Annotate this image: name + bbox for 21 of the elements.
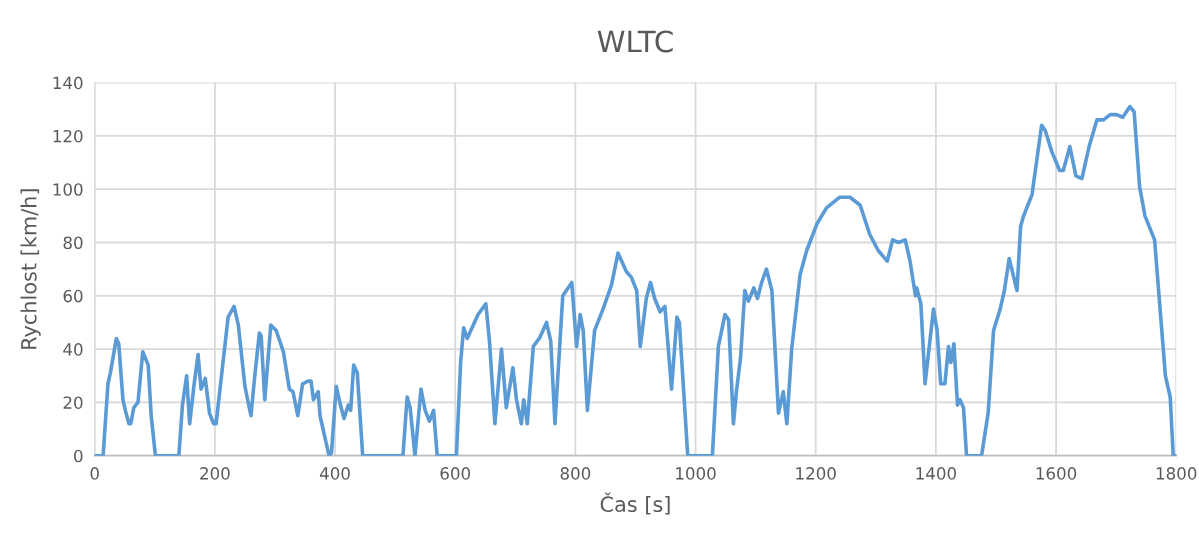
x-tick-label: 1200 (796, 467, 836, 480)
x-tick-label: 1800 (1156, 467, 1197, 480)
x-axis-title: Čas [s] (600, 492, 670, 515)
x-tick-label: 1400 (916, 467, 956, 480)
y-tick-label: 80 (63, 236, 83, 250)
y-tick-label: 20 (63, 396, 83, 409)
x-tick-label: 800 (560, 467, 591, 480)
y-axis-title: Rychlost [km/h] (20, 189, 41, 349)
x-tick-label: 200 (200, 467, 230, 480)
x-tick-label: 400 (319, 467, 350, 480)
x-tick-label: 1600 (1036, 467, 1077, 480)
x-tick-label: 0 (90, 467, 99, 480)
x-tick-label: 1000 (676, 467, 716, 480)
chart-title: WLTC (597, 30, 673, 53)
x-tick-label: 600 (440, 467, 471, 480)
y-tick-label: 120 (53, 129, 83, 143)
y-tick-label: 0 (74, 449, 83, 463)
y-tick-label: 60 (63, 289, 83, 303)
y-tick-label: 140 (53, 76, 83, 90)
y-tick-label: 40 (63, 343, 83, 356)
y-tick-label: 100 (53, 183, 83, 196)
